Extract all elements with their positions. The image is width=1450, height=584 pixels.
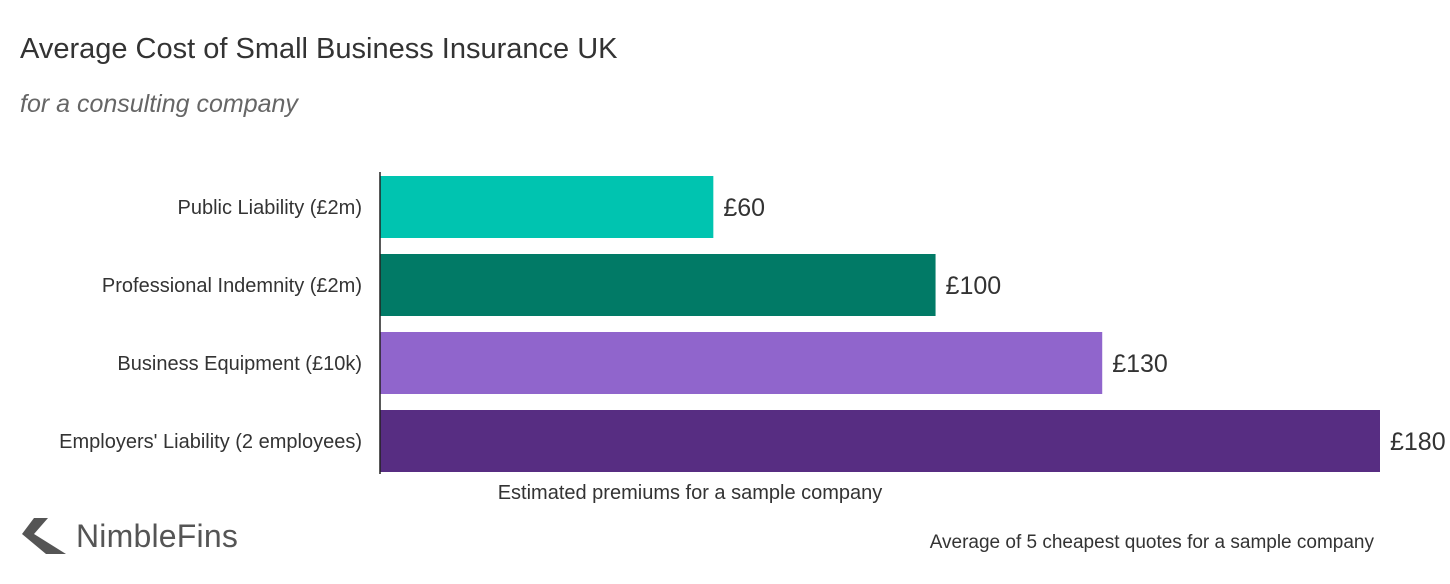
bar (380, 254, 936, 316)
chart-subtitle: for a consulting company (20, 90, 298, 118)
brand-name: NimbleFins (76, 517, 239, 554)
category-label: Business Equipment (£10k) (117, 353, 362, 375)
bars-layer: Public Liability (£2m) £60 Professional In… (59, 176, 1446, 472)
category-label: Professional Indemnity (£2m) (102, 275, 362, 297)
bar (380, 410, 1380, 472)
data-label: £180 (1390, 428, 1446, 456)
data-label: £130 (1112, 350, 1168, 378)
brand-logo: NimbleFins (20, 516, 238, 556)
bar (380, 332, 1103, 394)
data-label: £100 (946, 272, 1002, 300)
chart-footnote: Average of 5 cheapest quotes for a sampl… (929, 532, 1374, 553)
chart-title: Average Cost of Small Business Insurance… (20, 33, 618, 65)
category-label: Public Liability (£2m) (177, 197, 362, 219)
chevron-left-icon (22, 518, 66, 554)
bar (380, 176, 714, 238)
x-axis-title: Estimated premiums for a sample company (498, 482, 883, 504)
data-label: £60 (723, 194, 765, 222)
category-label: Employers' Liability (2 employees) (59, 431, 362, 453)
